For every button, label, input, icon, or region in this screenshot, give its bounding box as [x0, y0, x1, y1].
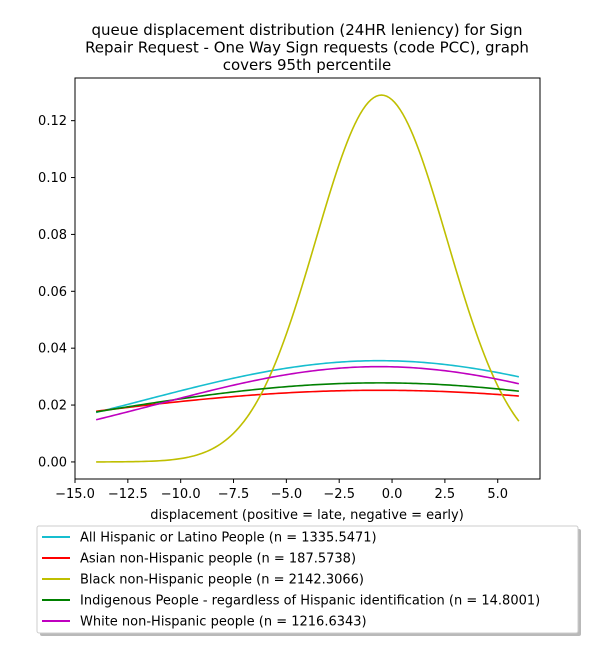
x-tick-label: −15.0 [55, 487, 95, 502]
legend-entry-label: All Hispanic or Latino People (n = 1335.… [80, 531, 377, 546]
series-line [96, 94, 520, 463]
title-line: Repair Request - One Way Sign requests (… [85, 39, 529, 57]
x-tick-label: 5.0 [487, 487, 508, 502]
series-lines [95, 94, 520, 463]
y-tick-label: 0.04 [38, 342, 67, 357]
y-tick-label: 0.00 [38, 455, 67, 470]
title-line: covers 95th percentile [223, 56, 392, 74]
y-axis-ticks: 0.00 0.02 0.04 0.06 0.08 0.10 0.12 [38, 114, 75, 470]
axes [74, 77, 541, 480]
chart-title: queue displacement distribution (24HR le… [85, 21, 529, 74]
x-axis-ticks: −15.0 −12.5 −10.0 −7.5 −5.0 −2.5 0.0 2.5 5.0 [55, 479, 508, 502]
y-tick-label: 0.02 [38, 399, 67, 414]
x-tick-label: −5.0 [271, 487, 303, 502]
series-line [96, 389, 519, 413]
series-line [95, 365, 520, 421]
series-line [96, 382, 519, 413]
x-tick-label: −7.5 [218, 487, 250, 502]
series-line [95, 359, 520, 414]
plot-frame [74, 77, 541, 480]
y-tick-label: 0.06 [38, 285, 67, 300]
y-tick-label: 0.10 [38, 171, 67, 186]
legend-entry-label: Indigenous People - regardless of Hispan… [80, 594, 540, 609]
legend: All Hispanic or Latino People (n = 1335.… [36, 525, 581, 636]
y-tick-label: 0.08 [38, 228, 67, 243]
x-tick-label: −12.5 [108, 487, 148, 502]
x-axis-label: displacement (positive = late, negative … [150, 508, 464, 523]
y-tick-label: 0.12 [38, 114, 67, 129]
legend-box [36, 525, 579, 634]
legend-entry-label: Asian non-Hispanic people (n = 187.5738) [80, 552, 356, 567]
x-tick-label: 0.0 [382, 487, 403, 502]
legend-entry-label: Black non-Hispanic people (n = 2142.3066… [80, 573, 364, 588]
legend-entry-label: White non-Hispanic people (n = 1216.6343… [80, 615, 367, 630]
x-tick-label: −2.5 [323, 487, 355, 502]
x-tick-label: −10.0 [161, 487, 201, 502]
x-tick-label: 2.5 [435, 487, 456, 502]
title-line: queue displacement distribution (24HR le… [92, 21, 523, 39]
